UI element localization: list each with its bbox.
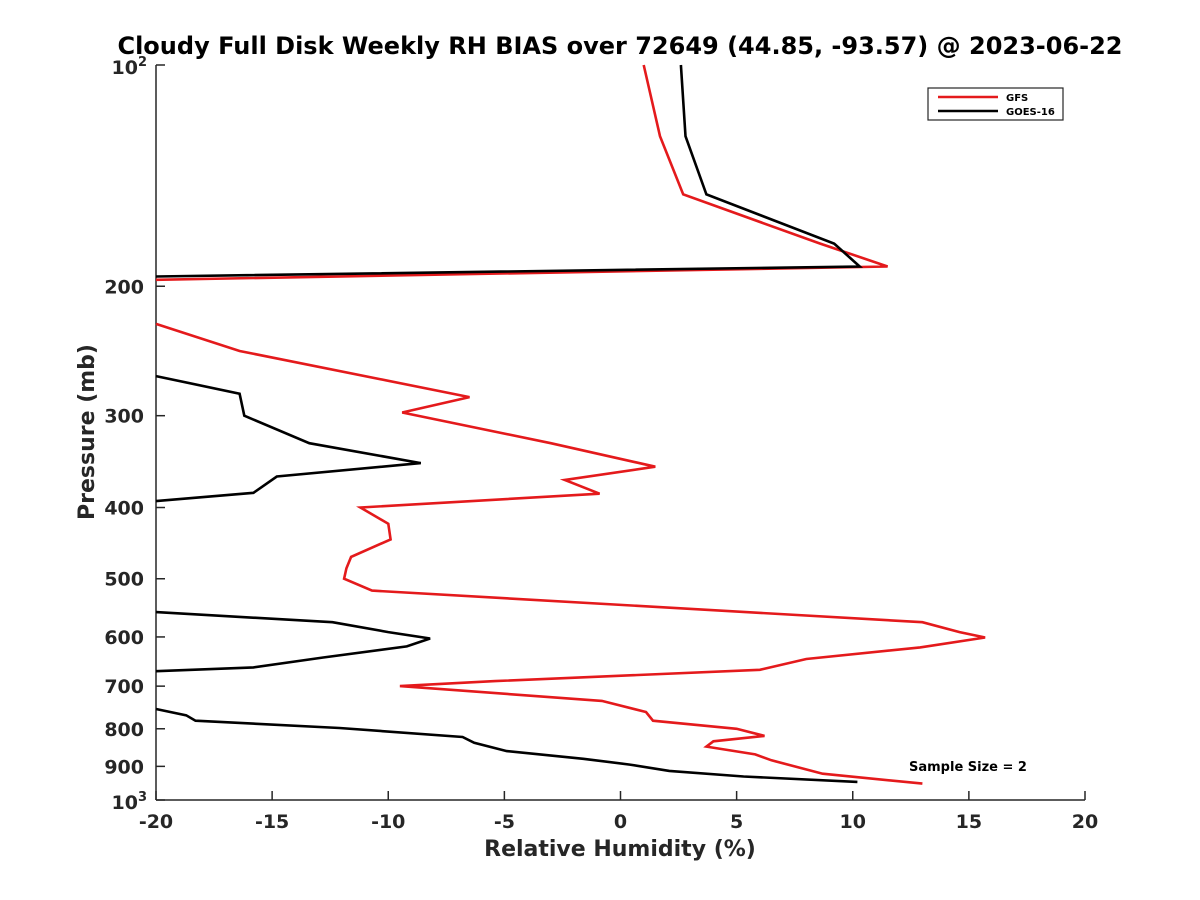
x-tick-label: -10 xyxy=(371,811,405,833)
chart-title: Cloudy Full Disk Weekly RH BIAS over 726… xyxy=(117,32,1122,60)
x-tick-label: 10 xyxy=(840,811,866,833)
y-tick-label: 800 xyxy=(104,719,144,741)
y-tick-label: 600 xyxy=(104,627,144,649)
x-axis-label: Relative Humidity (%) xyxy=(484,837,756,862)
legend-label-gfs: GFS xyxy=(1006,93,1028,104)
legend: GFS GOES-16 xyxy=(927,87,1064,121)
y-tick-label: 900 xyxy=(104,756,144,778)
goes-16-series-line xyxy=(155,707,858,784)
x-tick-label: 15 xyxy=(956,811,982,833)
y-tick-label: 103 xyxy=(112,790,148,814)
x-tick-label: -20 xyxy=(139,811,173,833)
y-tick-label: 200 xyxy=(104,276,144,298)
goes-16-series-line xyxy=(155,64,864,278)
sample-size-annotation: Sample Size = 2 xyxy=(909,760,1027,775)
goes-16-series-line xyxy=(155,610,431,673)
legend-box xyxy=(927,87,1064,121)
y-tick-label: 500 xyxy=(104,569,144,591)
y-axis-label: Pressure (mb) xyxy=(75,344,100,520)
x-tick-label: -15 xyxy=(255,811,289,833)
plot-area: -20 -15 -10 -5 0 5 10 15 20 102 200 300 400 500 600 700… xyxy=(104,55,1098,833)
y-tick-label: 300 xyxy=(104,406,144,428)
legend-label-goes-16: GOES-16 xyxy=(1006,107,1055,118)
gfs-series-line xyxy=(155,322,986,785)
x-tick-label: -5 xyxy=(494,811,515,833)
y-tick-label: 400 xyxy=(104,498,144,520)
y-tick-label: 102 xyxy=(112,55,148,79)
x-tick-label: 0 xyxy=(614,811,627,833)
x-tick-label: 20 xyxy=(1072,811,1098,833)
x-tick-label: 5 xyxy=(730,811,743,833)
y-tick-label: 700 xyxy=(104,676,144,698)
goes-16-series-line xyxy=(155,374,422,503)
